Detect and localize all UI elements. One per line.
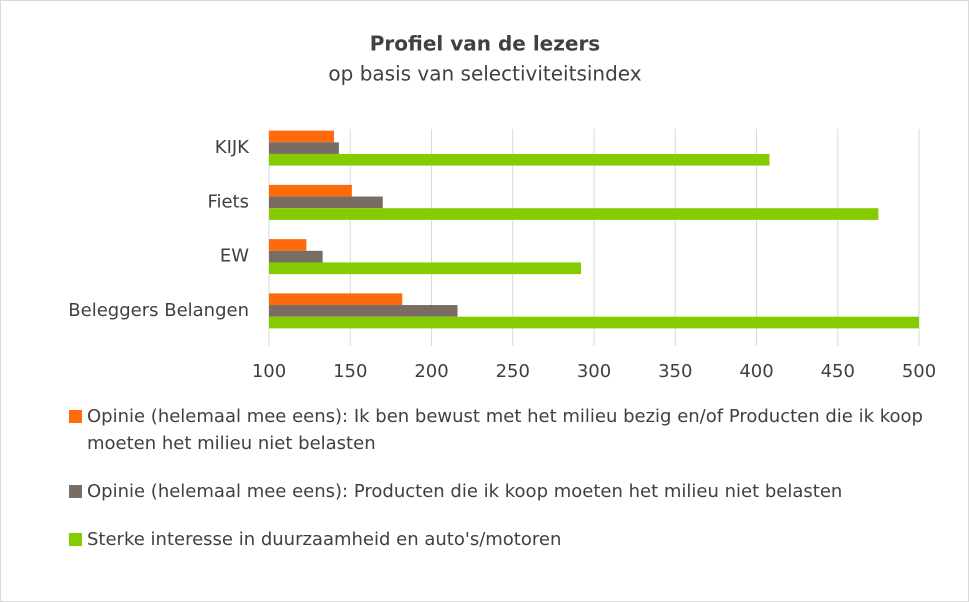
bar [269,130,334,143]
bar [269,262,581,275]
y-tick-label: Beleggers Belangen [68,300,249,321]
y-tick-label: Fiets [207,191,249,212]
x-tick-label: 450 [821,361,855,382]
legend-swatch [69,533,82,546]
x-tick-label: 200 [414,361,448,382]
legend-entry: Sterke interesse in duurzaamheid en auto… [69,526,939,553]
bar [269,293,403,306]
legend-label: Sterke interesse in duurzaamheid en auto… [87,529,562,550]
x-tick-label: 150 [333,361,367,382]
chart-subtitle: op basis van selectiviteitsindex [328,62,641,86]
legend-label: Opinie (helemaal mee eens): Ik ben bewus… [87,406,923,454]
x-tick-label: 250 [496,361,530,382]
bar [269,250,323,263]
legend-swatch [69,485,82,498]
y-tick-label: KIJK [215,137,250,158]
legend-label: Opinie (helemaal mee eens): Producten di… [87,481,843,502]
bar [269,153,770,166]
legend-entry: Opinie (helemaal mee eens): Producten di… [69,478,939,505]
x-tick-label: 500 [902,361,936,382]
legend-entry: Opinie (helemaal mee eens): Ik ben bewus… [69,403,939,457]
y-tick-label: EW [220,246,249,267]
x-tick-label: 100 [252,361,286,382]
bar [269,316,919,329]
bar [269,208,879,220]
bar [269,196,383,209]
legend: Opinie (helemaal mee eens): Ik ben bewus… [69,403,939,574]
bar [269,142,339,154]
bar [269,305,458,317]
bar [269,184,352,197]
plot: Profiel van de lezers op basis van selec… [68,32,936,383]
bar [269,239,307,251]
x-tick-label: 350 [658,361,692,382]
legend-swatch [69,410,82,423]
x-tick-label: 400 [739,361,773,382]
chart-title: Profiel van de lezers [370,32,600,56]
x-tick-label: 300 [577,361,611,382]
